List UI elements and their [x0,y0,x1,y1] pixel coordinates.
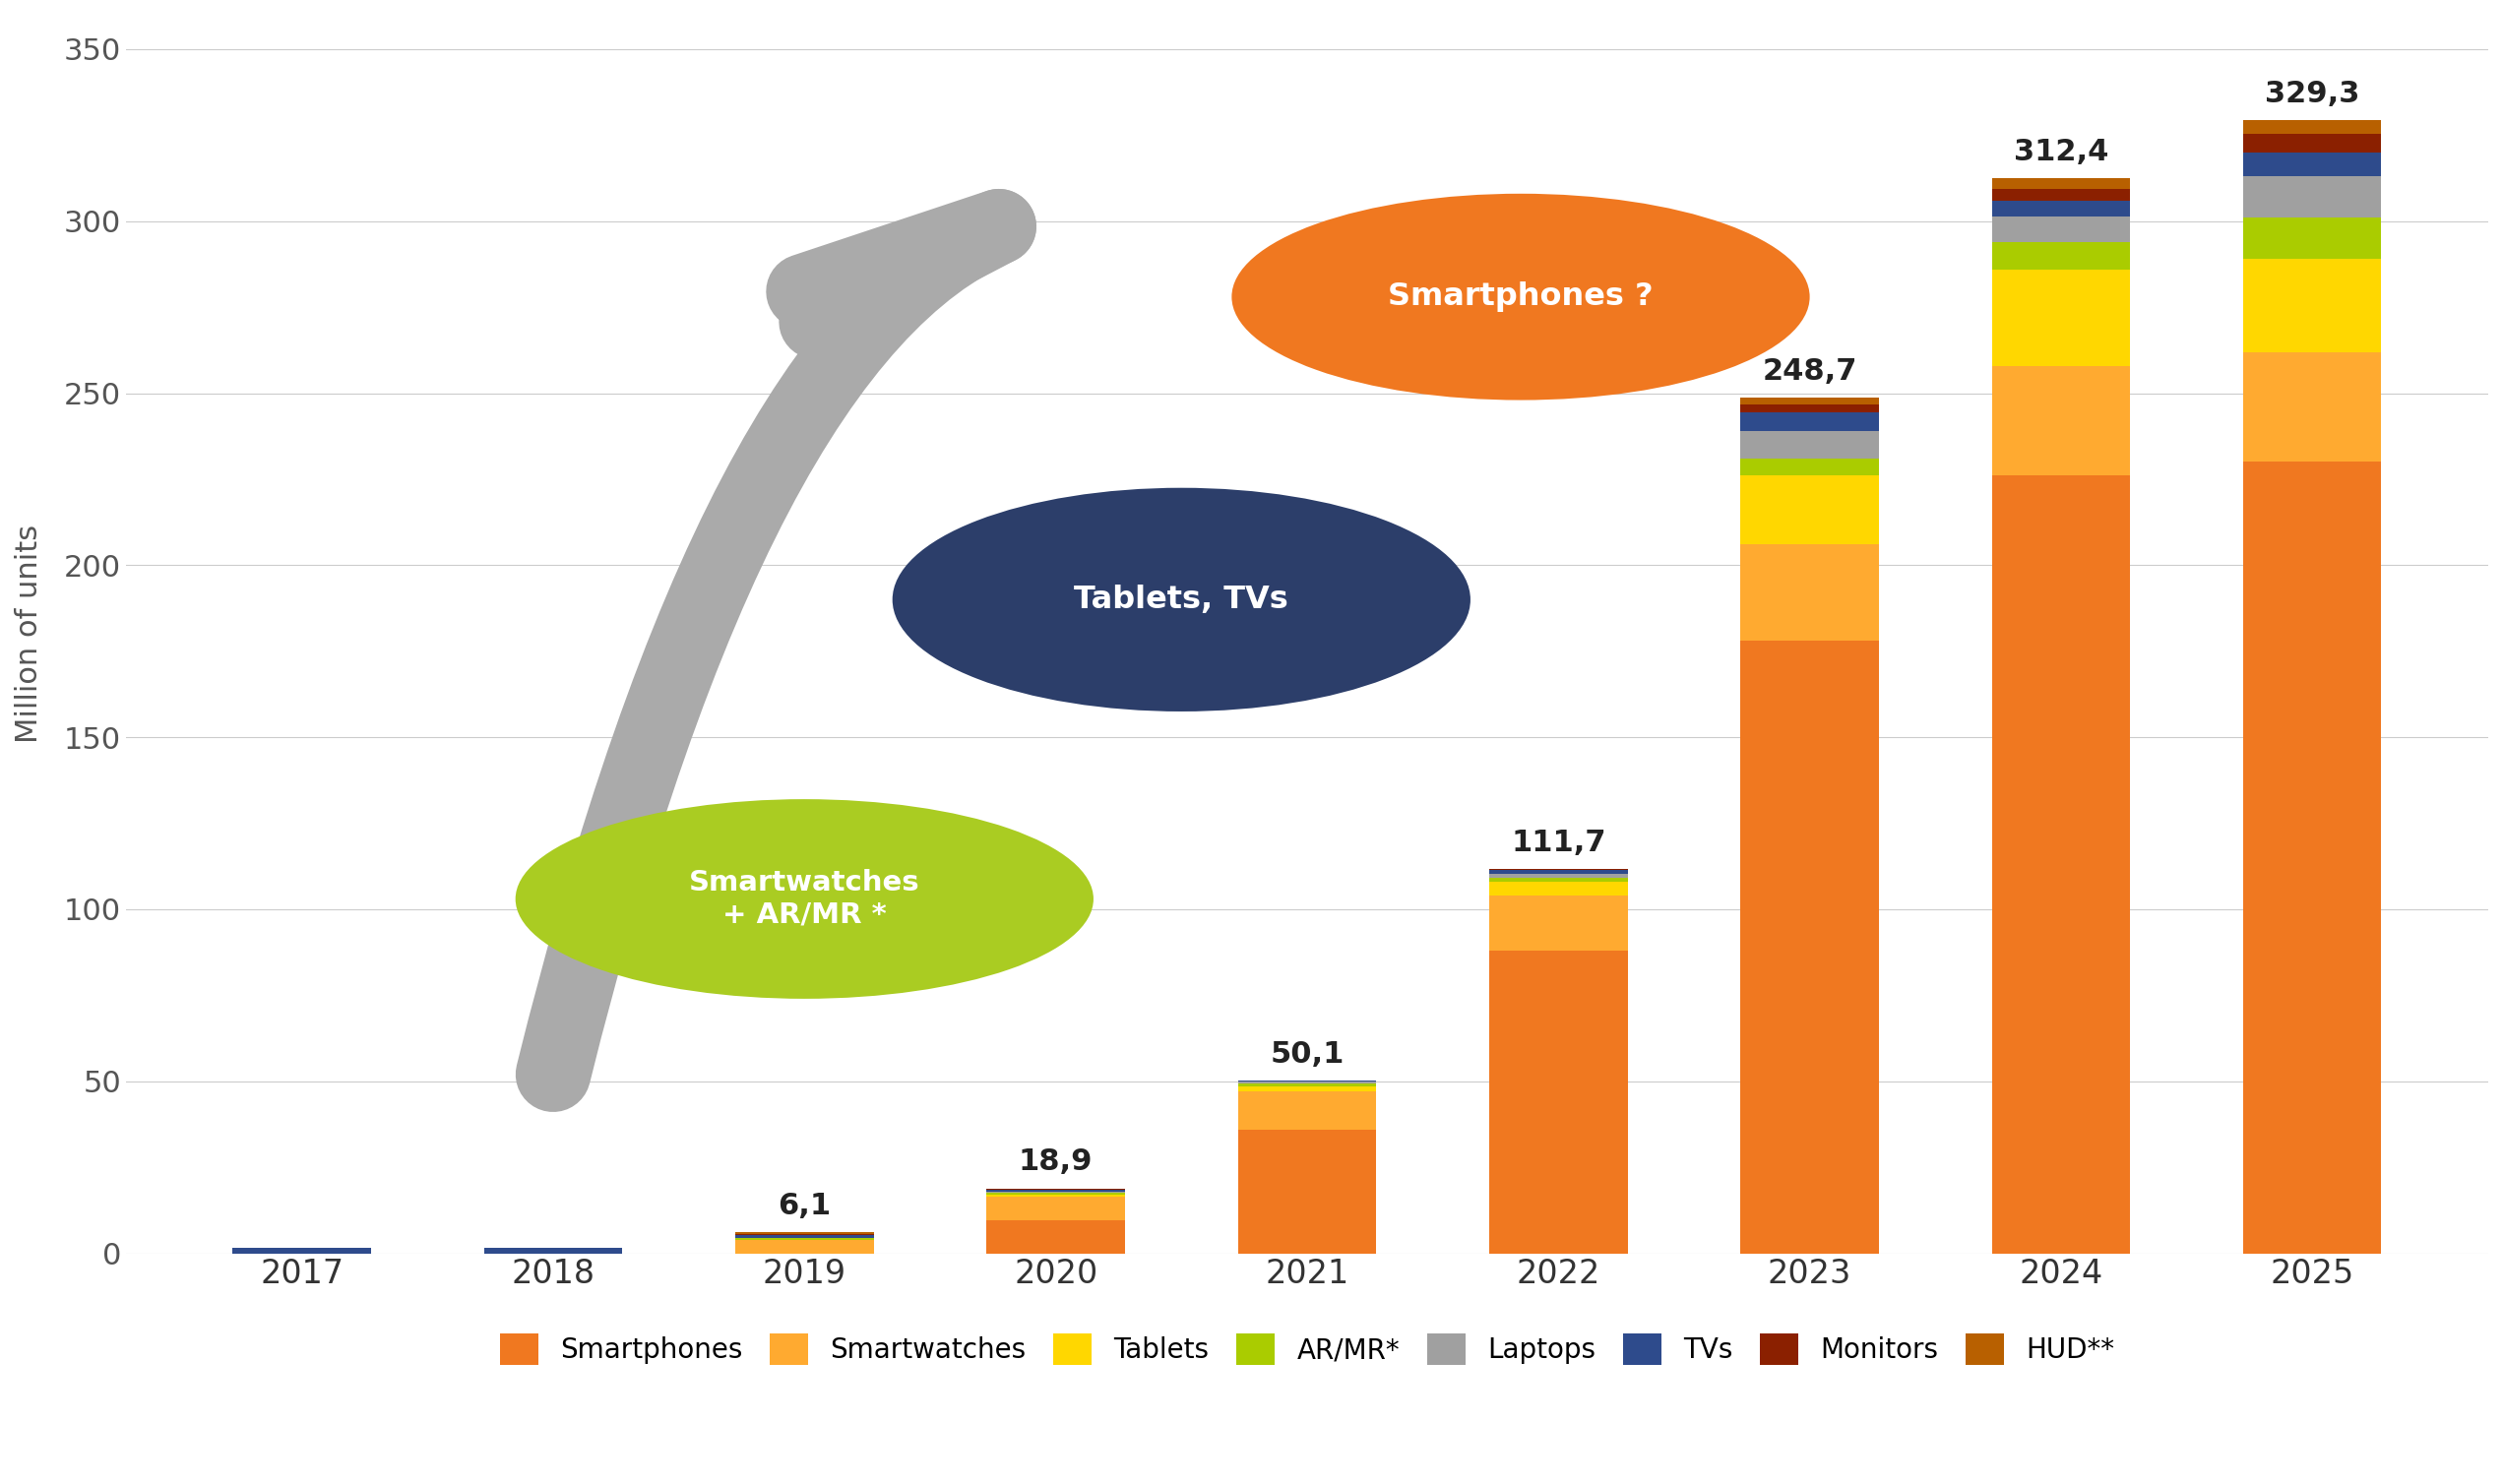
Bar [1992,242,2130,270]
Bar [1992,476,2130,1254]
Bar [483,1248,623,1254]
Bar [1239,1129,1377,1254]
Bar [1992,200,2130,217]
Bar [1740,430,1880,459]
Text: 6,1: 6,1 [778,1192,831,1220]
Bar [1740,476,1880,545]
Text: Tablets, TVs: Tablets, TVs [1074,585,1289,614]
Bar [1740,405,1880,413]
Bar [1992,217,2130,242]
Bar [1740,459,1880,476]
Text: 50,1: 50,1 [1269,1040,1344,1068]
Bar [1740,398,1880,405]
Bar [1489,881,1627,895]
Text: 18,9: 18,9 [1019,1147,1094,1177]
Text: 312,4: 312,4 [2012,138,2108,166]
Bar [1740,413,1880,430]
Bar [986,1192,1124,1193]
Text: 248,7: 248,7 [1762,358,1857,386]
Legend: Smartphones, Smartwatches, Tablets, AR/MR*, Laptops, TVs, Monitors, HUD**: Smartphones, Smartwatches, Tablets, AR/M… [488,1322,2125,1376]
Bar [1489,895,1627,951]
Bar [1239,1083,1377,1086]
Bar [1992,178,2130,188]
Bar [736,1235,874,1238]
Bar [1489,951,1627,1254]
Bar [1489,874,1627,877]
Bar [2243,177,2380,218]
Bar [2243,153,2380,177]
Ellipse shape [1231,194,1810,401]
Ellipse shape [894,488,1469,711]
Bar [2243,218,2380,260]
Bar [1239,1086,1377,1092]
Bar [2243,260,2380,352]
Text: Smartphones ?: Smartphones ? [1389,282,1654,312]
Text: 111,7: 111,7 [1512,828,1607,856]
Ellipse shape [516,800,1094,999]
Bar [2243,134,2380,153]
Bar [2243,352,2380,462]
Bar [736,1232,874,1235]
Text: 329,3: 329,3 [2265,80,2360,108]
Bar [233,1248,370,1254]
Bar [1239,1082,1377,1083]
Bar [1992,270,2130,365]
Bar [1992,188,2130,200]
Bar [1740,641,1880,1254]
Bar [1239,1092,1377,1129]
Bar [1489,877,1627,881]
Bar [2243,120,2380,134]
Bar [986,1193,1124,1195]
Y-axis label: Million of units: Million of units [15,525,43,743]
Bar [736,1238,874,1241]
Bar [1992,365,2130,476]
Bar [2243,462,2380,1254]
Bar [986,1190,1124,1192]
Bar [986,1196,1124,1221]
Bar [736,1241,874,1254]
Bar [986,1221,1124,1254]
Bar [1489,870,1627,874]
Text: Smartwatches
+ AR/MR *: Smartwatches + AR/MR * [688,870,921,929]
Bar [1740,545,1880,641]
Bar [986,1195,1124,1196]
